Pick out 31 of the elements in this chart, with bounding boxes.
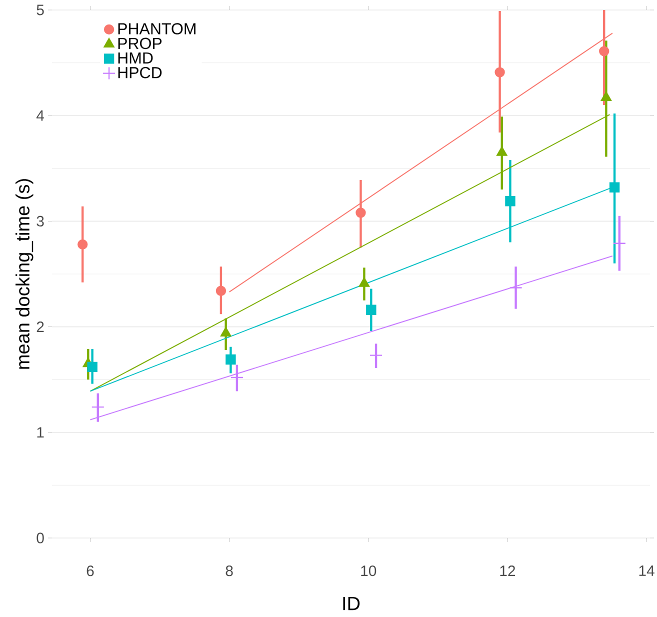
y-tick-label: 2	[36, 322, 44, 332]
point	[505, 196, 516, 206]
point	[358, 277, 370, 287]
legend-label: HPCD	[118, 66, 162, 78]
point	[356, 208, 366, 218]
point	[366, 304, 376, 315]
legend-label: HMD	[118, 52, 153, 64]
legend-label: PHANTOM	[118, 23, 196, 34]
point	[599, 46, 610, 56]
point	[609, 182, 620, 192]
y-tick-label: 4	[36, 110, 44, 121]
y-tick-label: 3	[36, 216, 44, 226]
point	[496, 146, 508, 156]
y-tick-label: 1	[37, 427, 44, 438]
point	[220, 327, 232, 336]
y-axis-title: mean docking_time (s)	[16, 179, 34, 369]
y-tick-label: 0	[36, 532, 44, 544]
point	[78, 239, 88, 250]
point	[87, 362, 98, 372]
point	[226, 354, 236, 365]
x-tick-label: 6	[86, 566, 94, 576]
x-axis-title: ID	[343, 597, 360, 610]
legend-label: PROP	[118, 38, 162, 50]
x-tick-label: 12	[500, 566, 516, 576]
x-tick-label: 8	[226, 566, 233, 576]
point	[600, 92, 612, 101]
x-tick-label: 10	[361, 566, 376, 576]
x-tick-label: 14	[639, 566, 654, 576]
point	[494, 67, 505, 78]
point	[216, 286, 226, 296]
y-tick-label: 5	[36, 4, 44, 16]
